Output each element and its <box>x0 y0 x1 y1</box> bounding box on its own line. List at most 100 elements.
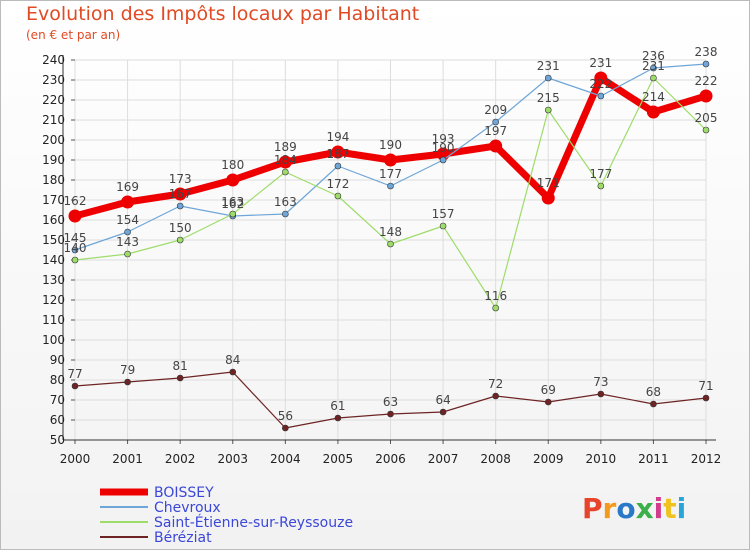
data-label: 190 <box>379 138 402 152</box>
axes <box>62 55 716 444</box>
data-point <box>124 228 131 236</box>
data-label: 150 <box>169 221 192 235</box>
data-label: 215 <box>537 91 560 105</box>
data-label: 177 <box>379 167 402 181</box>
data-point <box>489 139 503 153</box>
data-point <box>594 71 608 85</box>
data-point <box>384 153 397 167</box>
data-label: 197 <box>484 124 507 138</box>
data-point <box>597 390 605 398</box>
x-tick-labels: 2000 2001 2002 2003 2004 2005 2006 2007 2008 2009… <box>60 452 722 466</box>
data-label: 190 <box>432 141 455 155</box>
data-point <box>124 250 131 258</box>
data-point <box>650 400 657 408</box>
data-label: 193 <box>432 132 455 146</box>
data-point <box>334 162 342 170</box>
logo-letter: r <box>603 492 617 525</box>
data-label: 194 <box>326 130 349 144</box>
y-tick-label: 160 <box>42 213 65 227</box>
y-tick-label: 130 <box>42 273 65 287</box>
data-point <box>544 106 552 114</box>
data-label: 140 <box>64 241 87 255</box>
data-point <box>282 168 289 176</box>
chart-subtitle: (en € et par an) <box>26 28 121 42</box>
data-point <box>702 126 710 134</box>
data-label: 222 <box>589 77 612 91</box>
data-point <box>71 382 79 390</box>
y-tick-label: 210 <box>42 113 65 127</box>
data-point <box>702 394 710 402</box>
data-label: 116 <box>484 289 507 303</box>
data-point <box>650 64 657 72</box>
legend-label: Chevroux <box>154 500 221 516</box>
data-point <box>71 256 79 264</box>
data-point <box>597 92 605 100</box>
data-point <box>121 195 135 209</box>
data-label: 171 <box>537 176 560 190</box>
series-group <box>68 60 713 432</box>
y-tick-label: 230 <box>42 73 65 87</box>
data-label: 145 <box>64 231 87 245</box>
data-point <box>439 156 447 164</box>
y-tick-label: 180 <box>42 173 65 187</box>
x-tick-label: 2011 <box>638 452 669 466</box>
legend-label: Béréziat <box>154 530 212 546</box>
data-label: 169 <box>116 180 139 194</box>
y-tick-label: 120 <box>42 293 65 307</box>
data-point <box>173 187 187 201</box>
legend-label: Saint-Étienne-sur-Reyssouze <box>154 514 353 531</box>
data-label: 73 <box>593 375 608 389</box>
data-label: 187 <box>326 147 349 161</box>
data-label: 222 <box>695 74 718 88</box>
data-point <box>646 105 660 119</box>
data-point <box>387 240 394 248</box>
y-tick-label: 70 <box>50 393 65 407</box>
y-tick-label: 110 <box>42 313 65 327</box>
data-label: 180 <box>221 158 244 172</box>
data-point <box>229 368 237 376</box>
data-label: 148 <box>379 225 402 239</box>
data-point <box>439 408 447 416</box>
data-label: 231 <box>642 59 665 73</box>
data-label: 157 <box>432 207 455 221</box>
data-label: 56 <box>278 409 293 423</box>
data-label: 63 <box>383 395 398 409</box>
y-tick-label: 150 <box>42 233 65 247</box>
legend: BOISSEYChevrouxSaint-Étienne-sur-Reyssou… <box>100 485 353 546</box>
data-point <box>544 74 552 82</box>
data-point <box>544 398 552 406</box>
data-label: 214 <box>642 90 665 104</box>
data-point <box>597 182 605 190</box>
grid-lines <box>74 59 707 441</box>
data-label: 143 <box>116 235 139 249</box>
data-point <box>176 236 184 244</box>
y-tick-label: 100 <box>42 333 65 347</box>
data-label: 205 <box>695 111 718 125</box>
x-tick-label: 2005 <box>323 452 354 466</box>
data-label: 231 <box>589 56 612 70</box>
chart-title: Evolution des Impôts locaux par Habitant <box>26 3 420 25</box>
x-tick-label: 2007 <box>428 452 459 466</box>
data-point <box>492 392 499 400</box>
y-tick-label: 190 <box>42 153 65 167</box>
y-tick-label: 240 <box>42 53 65 67</box>
data-point <box>124 378 131 386</box>
data-point <box>387 182 394 190</box>
logo-letter: i <box>677 492 687 525</box>
logo-letter: t <box>663 492 676 525</box>
data-point <box>492 304 499 312</box>
data-point <box>71 246 79 254</box>
data-point <box>68 209 82 223</box>
data-point <box>699 89 713 103</box>
y-tick-label: 200 <box>42 133 65 147</box>
data-label: 77 <box>67 367 82 381</box>
data-label: 163 <box>221 195 244 209</box>
logo-letter: i <box>654 492 664 525</box>
data-label: 189 <box>274 140 297 154</box>
data-point <box>702 60 710 68</box>
data-label: 209 <box>484 103 507 117</box>
data-point <box>282 210 289 218</box>
data-label: 173 <box>169 172 192 186</box>
